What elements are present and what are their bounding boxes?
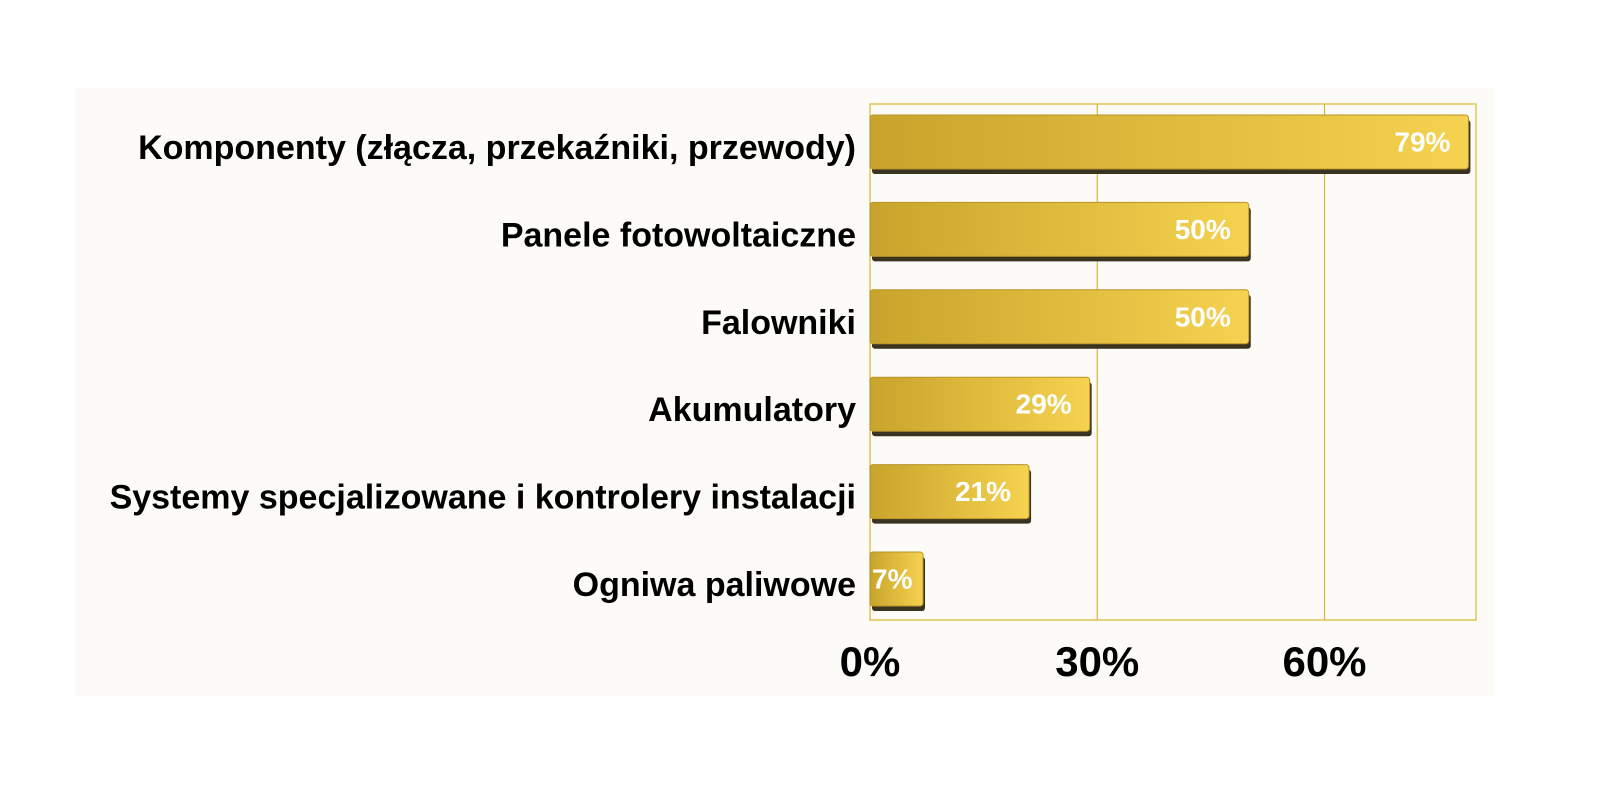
category-label: Komponenty (złącza, przekaźniki, przewod… [138,129,856,167]
category-label: Systemy specjalizowane i kontrolery inst… [110,479,856,517]
plot-area-border [869,103,1477,621]
bar [869,289,1250,345]
bar [869,464,1030,520]
bar-data-label: 21% [955,476,1011,507]
category-label: Akumulatory [648,391,856,429]
bar [869,114,1469,170]
chart-background [75,88,1495,696]
bar [869,551,924,607]
bars: 79% 50% 50% 29% 21% 7% [869,114,1471,611]
x-axis-ticks: 0% 30% 60% [840,638,1367,685]
bar [869,376,1091,432]
bar-data-label: 29% [1016,389,1072,420]
x-tick-label: 60% [1282,638,1366,685]
category-labels: Komponenty (złącza, przekaźniki, przewod… [110,129,857,604]
bar-data-label: 50% [1175,214,1231,245]
bar-data-label: 79% [1394,127,1450,158]
bar [869,201,1250,257]
category-label: Falowniki [701,304,856,342]
bar-data-label: 50% [1175,301,1231,332]
grid [869,103,1477,621]
category-label: Ogniwa paliwowe [573,566,856,604]
x-tick-label: 30% [1055,638,1139,685]
category-label: Panele fotowoltaiczne [501,216,856,254]
bar-data-label: 7% [872,564,913,595]
x-tick-label: 0% [840,638,901,685]
